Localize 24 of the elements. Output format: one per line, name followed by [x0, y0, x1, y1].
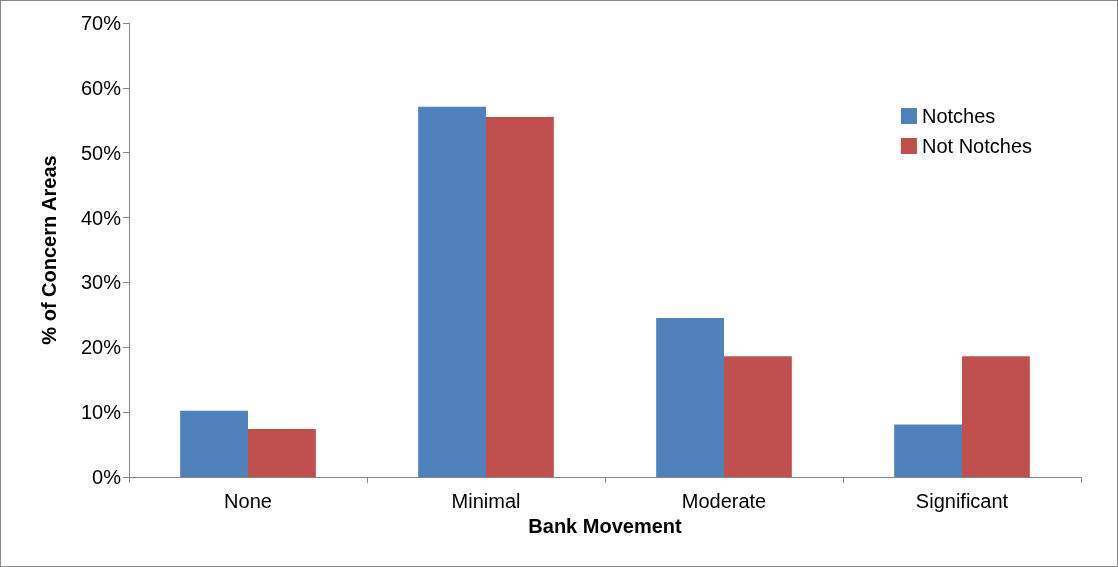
bar — [656, 318, 724, 477]
x-tick-label: None — [224, 490, 272, 512]
bar — [724, 356, 792, 477]
bar — [962, 356, 1030, 477]
legend-label: Notches — [921, 105, 996, 127]
x-tick-label: Significant — [915, 490, 1009, 512]
y-tick-label: 20% — [80, 336, 122, 359]
x-tick-label: Moderate — [681, 490, 767, 512]
bar — [418, 106, 486, 477]
y-tick-label: 40% — [80, 206, 122, 229]
bar — [180, 410, 248, 477]
x-tick-label: Minimal — [451, 490, 521, 512]
y-tick-label: 50% — [80, 141, 122, 164]
y-tick-label: 10% — [80, 401, 122, 424]
y-axis-title: % of Concern Areas — [38, 155, 60, 345]
bar — [894, 424, 962, 477]
legend-label: Not Notches — [921, 135, 1033, 157]
y-tick-label: 70% — [80, 12, 122, 34]
x-axis-title: Bank Movement — [528, 514, 683, 537]
bar — [486, 117, 554, 477]
y-tick-label: 30% — [80, 271, 122, 294]
y-tick-label: 0% — [92, 466, 122, 488]
y-tick-label: 60% — [80, 76, 122, 99]
bar — [248, 429, 316, 477]
